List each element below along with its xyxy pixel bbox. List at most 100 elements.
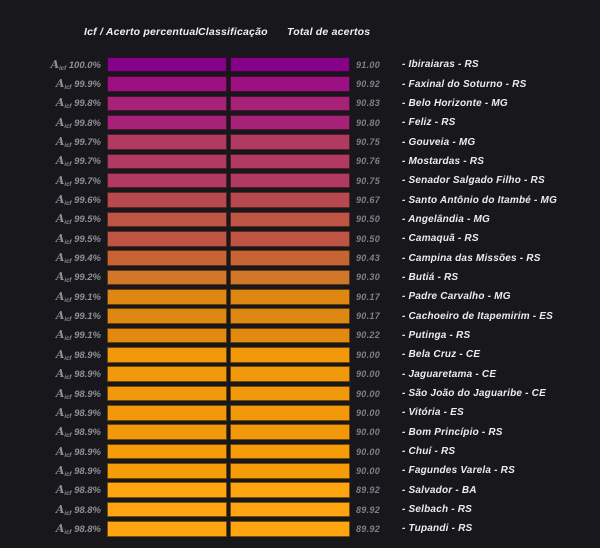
total-acertos-value: 90.00 [356,349,381,360]
icf-percent-value: 98.8% [74,523,101,535]
icf-percent-label: Aicf 98.9% [0,464,101,478]
total-acertos-value: 90.17 [356,291,381,302]
classificacao-bar-segment [230,76,350,92]
icf-bar-segment [107,172,227,189]
icf-bar-segment [107,443,227,460]
city-state-label: - Butiá - RS [402,271,459,283]
icf-percent-value: 99.9% [74,79,101,91]
icf-bar-segment [107,289,227,305]
classificacao-bar-segment [230,443,350,460]
icf-symbol: A [55,115,65,129]
icf-symbol: A [55,502,65,516]
city-state-label: - Angelândia - MG [402,213,491,225]
city-state-label: - Campina das Missões - RS [402,252,541,264]
city-row: Aicf 99.5% 90.50 - Angelândia - MG [0,210,600,229]
classificacao-bar-segment [230,385,350,402]
city-row: Aicf 98.8% 89.92 - Salvador - BA [0,481,600,500]
icf-symbol: A [55,212,65,226]
icf-symbol: A [55,289,65,303]
total-acertos-value: 90.17 [356,311,381,322]
classificacao-bar-segment [230,463,350,479]
icf-percent-label: Aicf 99.7% [0,154,101,168]
icf-percent-value: 98.9% [74,446,101,458]
icf-percent-value: 99.8% [74,117,101,129]
icf-percent-label: Aicf 99.9% [0,77,101,91]
total-acertos-value: 90.00 [356,388,381,399]
col-header-icf-acerto: Icf / Acerto percentual [84,26,199,38]
icf-bar-segment [107,269,227,286]
col-header-classificacao: Classificação [198,26,268,38]
classificacao-bar-segment [230,153,350,170]
total-acertos-value: 89.92 [356,485,381,496]
icf-percent-value: 99.7% [74,175,101,187]
icf-percent-label: Aicf 98.9% [0,348,101,362]
icf-percent-value: 98.9% [74,388,101,400]
icf-subscript: icf [64,317,72,324]
classificacao-bar-segment [230,308,350,324]
city-state-label: - Vitória - ES [402,407,464,419]
classificacao-bar-segment [230,269,350,286]
icf-percent-value: 99.6% [74,195,101,207]
icf-percent-value: 98.9% [74,427,101,439]
icf-percent-label: Aicf 99.8% [0,116,101,130]
icf-percent-label: Aicf 99.2% [0,270,101,284]
icf-subscript: icf [64,452,72,459]
icf-symbol: A [55,347,65,361]
city-state-label: - Putinga - RS [402,329,471,341]
total-acertos-value: 91.00 [356,59,381,70]
icf-subscript: icf [64,181,72,188]
icf-symbol: A [55,328,65,342]
col-header-total-acertos: Total de acertos [287,26,371,38]
icf-bar-segment [107,134,227,150]
icf-bar-segment [107,153,227,170]
icf-bar-segment [107,482,227,498]
city-row: Aicf 98.9% 90.00 - Fagundes Varela - RS [0,461,600,480]
city-row: Aicf 98.8% 89.92 - Tupandi - RS [0,519,600,538]
city-row: Aicf 99.1% 90.17 - Cachoeiro de Itapemir… [0,306,600,325]
city-state-label: - Fagundes Varela - RS [402,465,515,477]
classificacao-bar-segment [230,250,350,266]
icf-bar-segment [107,114,227,131]
icf-subscript: icf [64,491,72,498]
city-row: Aicf 98.9% 90.00 - São João do Jaguaribe… [0,384,600,403]
icf-bar-segment [107,231,227,247]
city-row: Aicf 99.1% 90.22 - Putinga - RS [0,326,600,345]
total-acertos-value: 90.67 [356,195,381,206]
icf-bar-segment [107,192,227,208]
city-state-label: - Chuí - RS [402,446,456,458]
classificacao-bar-segment [230,327,350,344]
icf-percent-value: 98.9% [74,369,101,381]
city-row: Aicf 98.9% 90.00 - Bela Cruz - CE [0,345,600,364]
icf-percent-value: 100.0% [68,59,101,71]
icf-symbol: A [55,135,65,149]
classificacao-bar-segment [230,134,350,150]
city-state-label: - São João do Jaguaribe - CE [402,388,546,400]
city-state-label: - Bom Princípio - RS [402,426,503,438]
icf-symbol: A [55,463,65,477]
city-state-label: - Ibiraiaras - RS [402,59,479,71]
icf-percent-value: 99.5% [74,233,101,245]
total-acertos-value: 90.83 [356,98,381,109]
total-acertos-value: 90.75 [356,175,381,186]
classificacao-bar-segment [230,405,350,421]
icf-symbol: A [55,154,65,168]
city-state-label: - Camaquã - RS [402,233,479,245]
classificacao-bar-segment [230,501,350,518]
icf-percent-label: Aicf 99.5% [0,212,101,226]
icf-symbol: A [55,425,65,439]
total-acertos-value: 90.00 [356,427,381,438]
city-row: Aicf 98.9% 90.00 - Chuí - RS [0,442,600,461]
total-acertos-value: 90.43 [356,253,381,264]
icf-bar-segment [107,463,227,479]
icf-subscript: icf [64,375,72,382]
total-acertos-value: 90.80 [356,117,381,128]
total-acertos-value: 90.00 [356,407,381,418]
city-state-label: - Feliz - RS [402,117,456,129]
total-acertos-value: 90.00 [356,369,381,380]
icf-percent-label: Aicf 99.6% [0,193,101,207]
icf-subscript: icf [64,278,72,285]
city-row: Aicf 99.8% 90.80 - Feliz - RS [0,113,600,132]
icf-subscript: icf [64,355,72,362]
icf-percent-label: Aicf 99.1% [0,309,101,323]
city-state-label: - Cachoeiro de Itapemirim - ES [402,310,554,322]
